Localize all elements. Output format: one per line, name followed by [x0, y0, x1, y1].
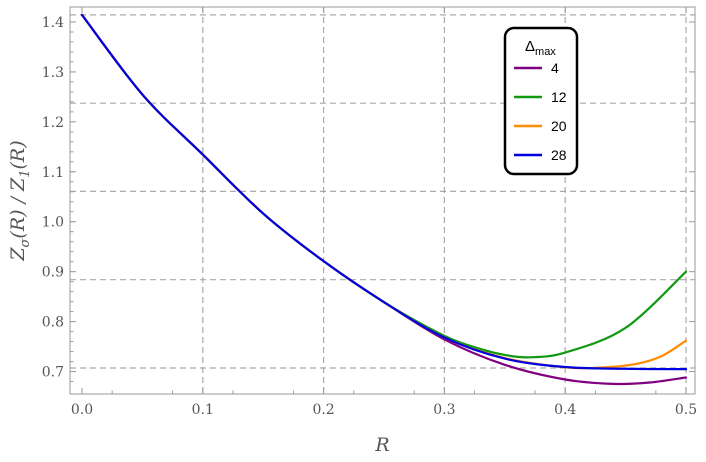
y-tick-label: 1.0	[42, 215, 64, 231]
y-tick-label: 1.1	[42, 165, 64, 181]
legend-label-12: 12	[551, 89, 567, 105]
legend-title: Δmax	[525, 38, 556, 58]
x-axis-label: R	[374, 434, 389, 456]
y-label-part: (R) / Z	[7, 177, 29, 239]
y-label-sub: σ	[18, 237, 33, 247]
y-tick-label: 1.2	[42, 115, 64, 131]
series-line-28	[80, 13, 688, 371]
legend-box	[503, 26, 579, 176]
series-line-4	[80, 13, 688, 386]
y-tick-label: 0.9	[42, 265, 64, 281]
series-line-12	[80, 13, 688, 359]
y-label-part: Z	[7, 247, 29, 262]
y-tick-label: 0.7	[42, 365, 64, 381]
legend-label-4: 4	[551, 60, 559, 76]
x-tick-label: 0.0	[71, 402, 93, 418]
y-label-sub: 1	[18, 169, 33, 177]
legend-label-20: 20	[551, 118, 567, 134]
x-tick-label: 0.2	[312, 402, 334, 418]
y-tick-label: 1.3	[42, 65, 64, 81]
x-tick-label: 0.1	[192, 402, 214, 418]
y-label-part: (R)	[7, 140, 29, 169]
x-tick-label: 0.5	[675, 402, 697, 418]
y-axis-label: Zσ(R) / Z1(R)	[7, 140, 33, 261]
legend-entries: 4 12 20 28	[514, 60, 567, 163]
plot-border	[69, 6, 696, 395]
legend-label-28: 28	[551, 147, 567, 163]
axis-ticks: 0.0 0.1 0.2 0.3 0.4 0.5 0.7 0.8 0.9 1.0 1.1 1.2 1.3 1…	[42, 7, 697, 418]
legend: Δmax 4 12 20 28	[503, 26, 579, 176]
y-tick-label: 0.8	[42, 315, 64, 331]
y-tick-label: 1.4	[42, 15, 64, 31]
plot-frame	[69, 6, 696, 395]
series-lines	[80, 13, 688, 386]
x-tick-label: 0.3	[433, 402, 455, 418]
grid	[70, 7, 695, 394]
x-tick-label: 0.4	[554, 402, 576, 418]
